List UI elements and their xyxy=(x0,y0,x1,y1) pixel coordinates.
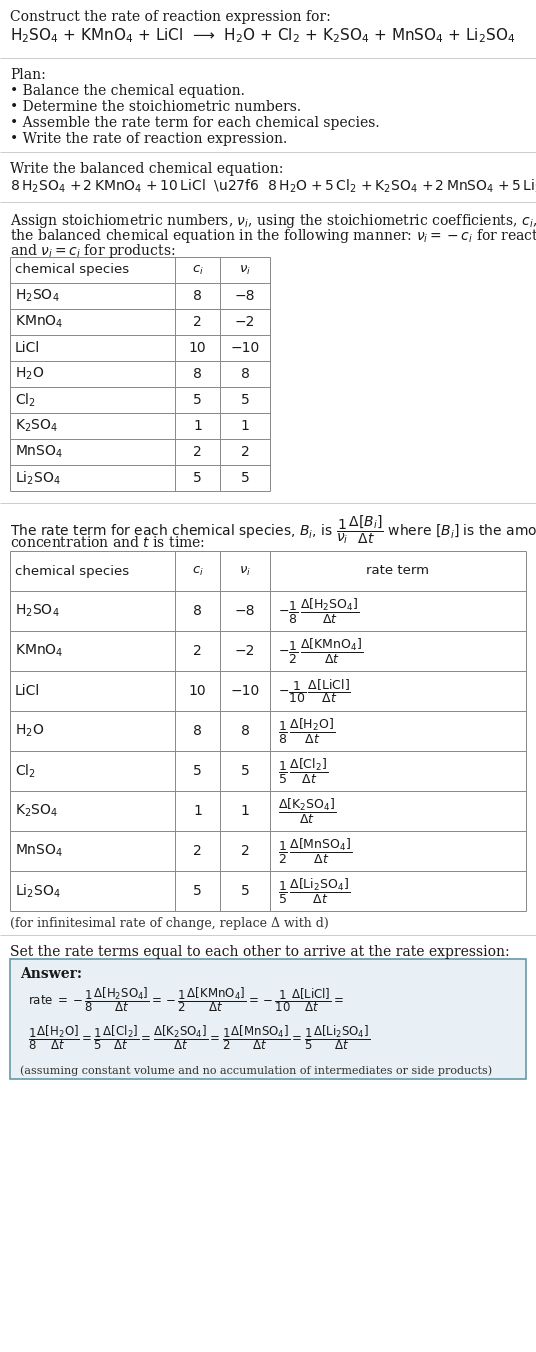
Text: 8: 8 xyxy=(193,725,202,738)
Text: 5: 5 xyxy=(241,393,249,407)
Text: The rate term for each chemical species, $B_i$, is $\dfrac{1}{\nu_i}\dfrac{\Delt: The rate term for each chemical species,… xyxy=(10,512,536,546)
Text: 10: 10 xyxy=(189,684,206,698)
Text: $\mathregular{MnSO_4}$: $\mathregular{MnSO_4}$ xyxy=(15,443,63,460)
Text: LiCl: LiCl xyxy=(15,341,40,356)
Text: concentration and $t$ is time:: concentration and $t$ is time: xyxy=(10,535,205,550)
Text: 1: 1 xyxy=(241,804,249,818)
Text: 2: 2 xyxy=(193,315,202,329)
Text: chemical species: chemical species xyxy=(15,264,129,277)
Text: the balanced chemical equation in the following manner: $\nu_i = -c_i$ for react: the balanced chemical equation in the fo… xyxy=(10,227,536,245)
Text: −8: −8 xyxy=(235,604,255,618)
Text: • Determine the stoichiometric numbers.: • Determine the stoichiometric numbers. xyxy=(10,100,301,114)
Text: $c_i$: $c_i$ xyxy=(191,564,203,577)
Text: Assign stoichiometric numbers, $\nu_i$, using the stoichiometric coefficients, $: Assign stoichiometric numbers, $\nu_i$, … xyxy=(10,212,536,230)
Text: chemical species: chemical species xyxy=(15,565,129,577)
Text: 8: 8 xyxy=(193,604,202,618)
Text: 5: 5 xyxy=(193,884,202,898)
Text: $\mathregular{H_2SO_4}$: $\mathregular{H_2SO_4}$ xyxy=(15,288,59,304)
Text: $\mathregular{KMnO_4}$: $\mathregular{KMnO_4}$ xyxy=(15,314,63,330)
Text: 5: 5 xyxy=(241,884,249,898)
Text: $\mathregular{H_2SO_4}$: $\mathregular{H_2SO_4}$ xyxy=(15,603,59,619)
Text: $\dfrac{1}{2}\,\dfrac{\Delta[\mathregular{MnSO_4}]}{\Delta t}$: $\dfrac{1}{2}\,\dfrac{\Delta[\mathregula… xyxy=(278,837,352,865)
Text: 2: 2 xyxy=(193,844,202,859)
Text: 8: 8 xyxy=(193,366,202,381)
Text: • Write the rate of reaction expression.: • Write the rate of reaction expression. xyxy=(10,132,287,146)
Text: LiCl: LiCl xyxy=(15,684,40,698)
Text: −10: −10 xyxy=(230,684,259,698)
Text: and $\nu_i = c_i$ for products:: and $\nu_i = c_i$ for products: xyxy=(10,242,175,260)
Text: −2: −2 xyxy=(235,644,255,658)
Text: $\mathregular{K_2SO_4}$: $\mathregular{K_2SO_4}$ xyxy=(15,418,58,434)
Text: 2: 2 xyxy=(241,445,249,458)
Text: $\mathregular{Li_2SO_4}$: $\mathregular{Li_2SO_4}$ xyxy=(15,469,61,487)
Text: 5: 5 xyxy=(241,764,249,777)
Text: 8: 8 xyxy=(241,366,249,381)
Text: 8: 8 xyxy=(193,289,202,303)
Text: $\mathregular{MnSO_4}$: $\mathregular{MnSO_4}$ xyxy=(15,842,63,860)
Text: $-\dfrac{1}{8}\,\dfrac{\Delta[\mathregular{H_2SO_4}]}{\Delta t}$: $-\dfrac{1}{8}\,\dfrac{\Delta[\mathregul… xyxy=(278,596,360,626)
Text: rate $= -\dfrac{1}{8}\dfrac{\Delta[\mathregular{H_2SO_4}]}{\Delta t} = -\dfrac{1: rate $= -\dfrac{1}{8}\dfrac{\Delta[\math… xyxy=(28,986,344,1014)
Text: (for infinitesimal rate of change, replace Δ with d): (for infinitesimal rate of change, repla… xyxy=(10,917,329,930)
Text: −2: −2 xyxy=(235,315,255,329)
Text: $\dfrac{1}{8}\,\dfrac{\Delta[\mathregular{H_2O}]}{\Delta t}$: $\dfrac{1}{8}\,\dfrac{\Delta[\mathregula… xyxy=(278,717,335,745)
Text: (assuming constant volume and no accumulation of intermediates or side products): (assuming constant volume and no accumul… xyxy=(20,1065,492,1076)
Text: −8: −8 xyxy=(235,289,255,303)
Text: $\nu_i$: $\nu_i$ xyxy=(239,564,251,577)
Text: • Assemble the rate term for each chemical species.: • Assemble the rate term for each chemic… xyxy=(10,116,379,130)
Text: $\mathregular{H_2O}$: $\mathregular{H_2O}$ xyxy=(15,723,44,740)
Text: 8: 8 xyxy=(241,725,249,738)
Text: 5: 5 xyxy=(193,764,202,777)
FancyBboxPatch shape xyxy=(10,959,526,1079)
Text: 5: 5 xyxy=(193,470,202,485)
Text: 5: 5 xyxy=(241,470,249,485)
Text: Write the balanced chemical equation:: Write the balanced chemical equation: xyxy=(10,162,284,176)
Text: 5: 5 xyxy=(193,393,202,407)
Text: $-\dfrac{1}{2}\,\dfrac{\Delta[\mathregular{KMnO_4}]}{\Delta t}$: $-\dfrac{1}{2}\,\dfrac{\Delta[\mathregul… xyxy=(278,637,363,665)
Text: 2: 2 xyxy=(193,445,202,458)
Text: $-\dfrac{1}{10}\,\dfrac{\Delta[\mathregular{LiCl}]}{\Delta t}$: $-\dfrac{1}{10}\,\dfrac{\Delta[\mathregu… xyxy=(278,677,351,704)
Text: $\mathregular{Li_2SO_4}$: $\mathregular{Li_2SO_4}$ xyxy=(15,883,61,899)
Text: rate term: rate term xyxy=(367,565,429,577)
Text: $\dfrac{1}{8}\dfrac{\Delta[\mathregular{H_2O}]}{\Delta t} = \dfrac{1}{5}\dfrac{\: $\dfrac{1}{8}\dfrac{\Delta[\mathregular{… xyxy=(28,1023,370,1052)
Text: Plan:: Plan: xyxy=(10,68,46,82)
Text: $\dfrac{1}{5}\,\dfrac{\Delta[\mathregular{Li_2SO_4}]}{\Delta t}$: $\dfrac{1}{5}\,\dfrac{\Delta[\mathregula… xyxy=(278,876,350,906)
Text: −10: −10 xyxy=(230,341,259,356)
Text: 2: 2 xyxy=(241,844,249,859)
Text: $\mathregular{Cl_2}$: $\mathregular{Cl_2}$ xyxy=(15,763,36,780)
Text: $\dfrac{1}{5}\,\dfrac{\Delta[\mathregular{Cl_2}]}{\Delta t}$: $\dfrac{1}{5}\,\dfrac{\Delta[\mathregula… xyxy=(278,757,328,786)
Text: • Balance the chemical equation.: • Balance the chemical equation. xyxy=(10,84,245,97)
Text: Answer:: Answer: xyxy=(20,967,82,982)
Text: $\mathregular{H_2SO_4}$ + $\mathregular{KMnO_4}$ + LiCl  ⟶  $\mathregular{H_2O}$: $\mathregular{H_2SO_4}$ + $\mathregular{… xyxy=(10,26,516,45)
Text: Set the rate terms equal to each other to arrive at the rate expression:: Set the rate terms equal to each other t… xyxy=(10,945,510,959)
Text: $\nu_i$: $\nu_i$ xyxy=(239,264,251,277)
Text: 1: 1 xyxy=(241,419,249,433)
Text: $8\,\mathregular{H_2SO_4}$ $+\,2\,\mathregular{KMnO_4}$ $+\,10\,$LiCl  \u27f6  $: $8\,\mathregular{H_2SO_4}$ $+\,2\,\mathr… xyxy=(10,178,536,196)
Text: $\mathregular{Cl_2}$: $\mathregular{Cl_2}$ xyxy=(15,391,36,408)
Text: $\dfrac{\Delta[\mathregular{K_2SO_4}]}{\Delta t}$: $\dfrac{\Delta[\mathregular{K_2SO_4}]}{\… xyxy=(278,796,337,826)
Text: 10: 10 xyxy=(189,341,206,356)
Text: 1: 1 xyxy=(193,804,202,818)
Text: 1: 1 xyxy=(193,419,202,433)
Text: $\mathregular{KMnO_4}$: $\mathregular{KMnO_4}$ xyxy=(15,642,63,660)
Text: $\mathregular{K_2SO_4}$: $\mathregular{K_2SO_4}$ xyxy=(15,803,58,819)
Text: Construct the rate of reaction expression for:: Construct the rate of reaction expressio… xyxy=(10,9,331,24)
Text: 2: 2 xyxy=(193,644,202,658)
Text: $c_i$: $c_i$ xyxy=(191,264,203,277)
Text: $\mathregular{H_2O}$: $\mathregular{H_2O}$ xyxy=(15,366,44,383)
